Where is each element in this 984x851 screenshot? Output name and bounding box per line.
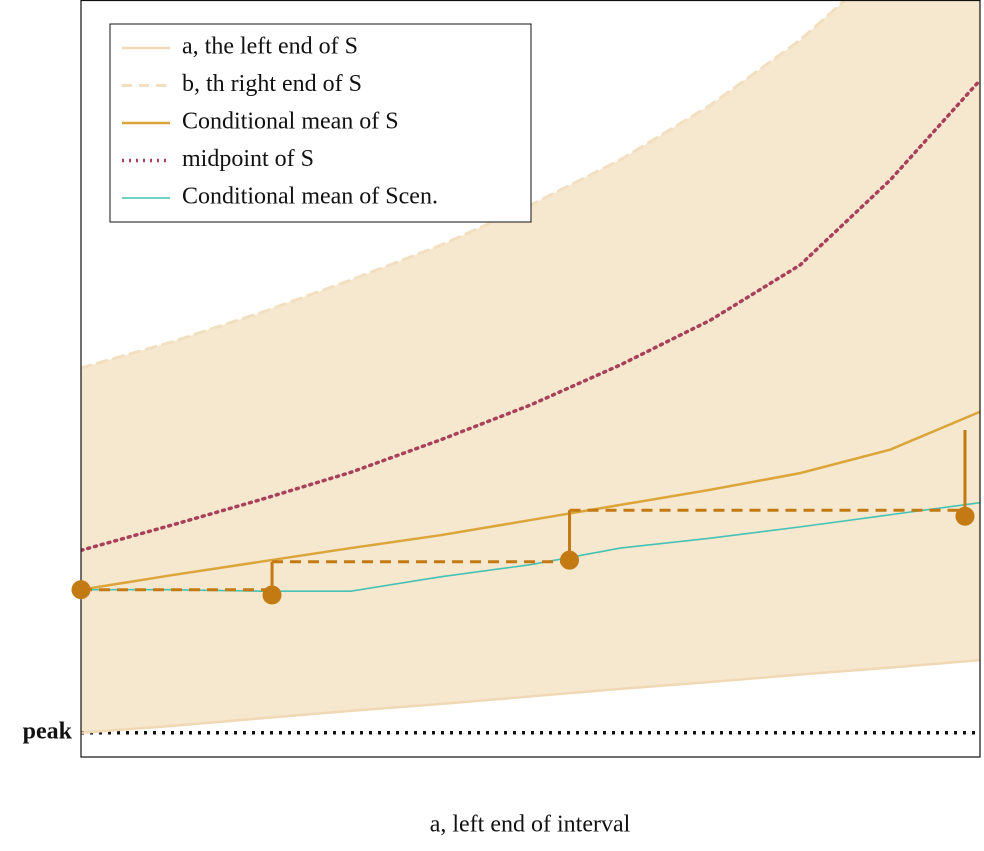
legend-label: a, the left end of S: [182, 34, 358, 60]
point: [262, 585, 282, 605]
point: [955, 506, 975, 526]
legend-label: Conditional mean of Scen.: [182, 184, 438, 210]
legend-label: b, th right end of S: [182, 71, 362, 97]
legend-label: midpoint of S: [182, 146, 314, 172]
legend-label: Conditional mean of S: [182, 109, 399, 135]
x-axis-label: a, left end of interval: [430, 812, 631, 838]
series-line: [81, 78, 980, 553]
legend: a, the left end of S b, th right end of S…: [109, 23, 532, 223]
band: [81, 0, 980, 733]
series-line: [81, 658, 980, 735]
legend-box: [109, 23, 532, 223]
point: [71, 580, 91, 600]
axes-frame: [80, 0, 981, 758]
point: [560, 550, 580, 570]
peak-label: peak: [23, 718, 73, 744]
series-line: [81, 410, 980, 591]
